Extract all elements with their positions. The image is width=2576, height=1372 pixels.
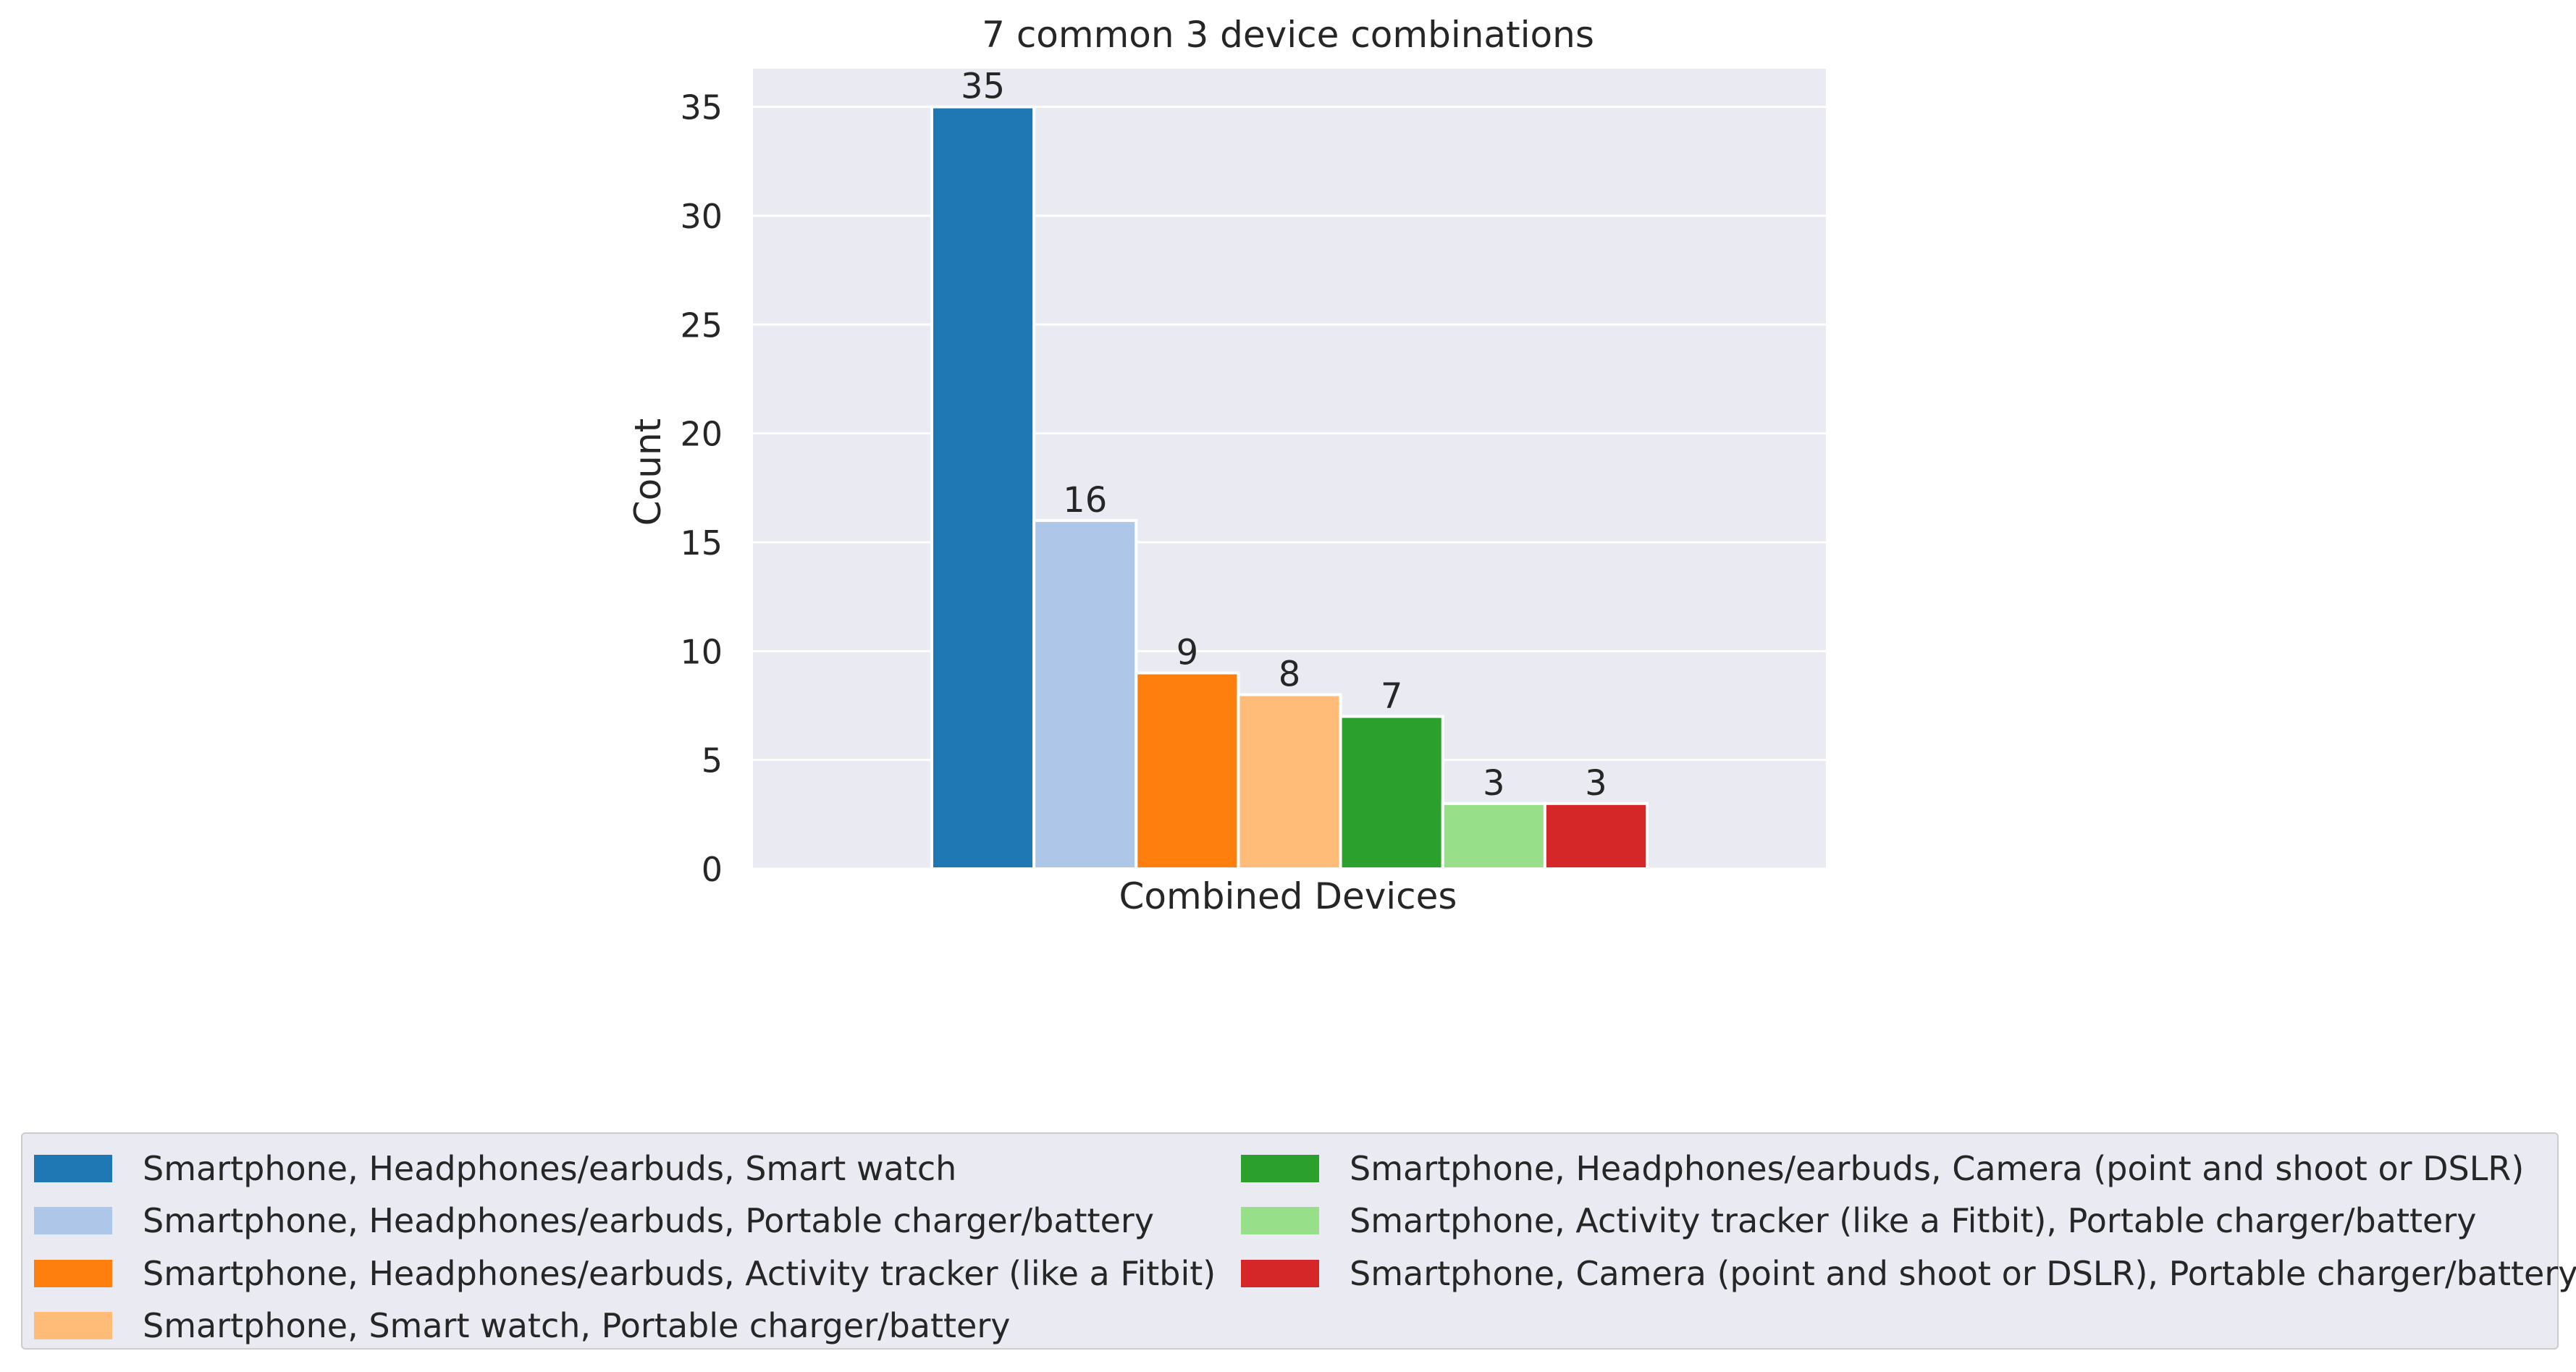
bar bbox=[1135, 671, 1240, 870]
y-tick-labels: 0 5 10 15 20 25 30 35 bbox=[680, 88, 723, 889]
legend-swatch bbox=[34, 1260, 112, 1287]
bar-value-labels: 35 16 9 8 7 3 3 bbox=[961, 67, 1607, 804]
legend-label: Smartphone, Headphones/earbuds, Portable… bbox=[143, 1201, 1155, 1240]
y-tick-label: 30 bbox=[680, 197, 723, 236]
legend-label: Smartphone, Headphones/earbuds, Camera (… bbox=[1350, 1149, 2525, 1188]
y-tick-label: 0 bbox=[702, 850, 723, 889]
chart-title: 7 common 3 device combinations bbox=[982, 14, 1594, 56]
legend-item: Smartphone, Headphones/earbuds, Portable… bbox=[34, 1199, 1154, 1242]
legend-label: Smartphone, Smart watch, Portable charge… bbox=[143, 1306, 1011, 1345]
legend-swatch bbox=[34, 1155, 112, 1182]
bar-value-label: 3 bbox=[1483, 763, 1505, 804]
bars bbox=[930, 105, 1649, 871]
bar bbox=[1543, 801, 1649, 870]
bar-value-label: 9 bbox=[1177, 632, 1199, 673]
bar bbox=[1032, 518, 1138, 870]
bar-value-label: 16 bbox=[1063, 480, 1107, 521]
legend-swatch bbox=[34, 1312, 112, 1339]
legend-swatch bbox=[34, 1207, 112, 1234]
legend-label: Smartphone, Headphones/earbuds, Activity… bbox=[143, 1254, 1216, 1293]
bar-value-label: 3 bbox=[1585, 763, 1607, 804]
legend-swatch bbox=[1241, 1260, 1319, 1287]
y-tick-label: 25 bbox=[680, 306, 723, 345]
legend-item: Smartphone, Activity tracker (like a Fit… bbox=[1241, 1199, 2476, 1242]
y-axis-label: Count bbox=[627, 418, 669, 526]
bar bbox=[1339, 715, 1444, 870]
bar bbox=[1441, 801, 1546, 870]
legend-item: Smartphone, Headphones/earbuds, Camera (… bbox=[1241, 1147, 2524, 1190]
bar-chart: 35 16 9 8 7 3 3 0 5 10 15 20 25 30 35 7 common 3 devi… bbox=[627, 14, 1826, 917]
legend-item: Smartphone, Camera (point and shoot or D… bbox=[1241, 1252, 2576, 1295]
bar bbox=[930, 105, 1036, 871]
legend-item: Smartphone, Headphones/earbuds, Activity… bbox=[34, 1252, 1216, 1295]
legend-item: Smartphone, Smart watch, Portable charge… bbox=[34, 1304, 1010, 1347]
x-axis-label: Combined Devices bbox=[1119, 875, 1457, 917]
bar-value-label: 7 bbox=[1381, 676, 1403, 717]
legend-label: Smartphone, Camera (point and shoot or D… bbox=[1350, 1254, 2576, 1293]
bar-value-label: 35 bbox=[961, 67, 1005, 107]
bar-value-label: 8 bbox=[1279, 654, 1301, 694]
y-tick-label: 35 bbox=[680, 88, 723, 127]
legend-label: Smartphone, Activity tracker (like a Fit… bbox=[1350, 1201, 2477, 1240]
y-tick-label: 5 bbox=[702, 741, 723, 780]
legend-swatch bbox=[1241, 1155, 1319, 1182]
legend-swatch bbox=[1241, 1207, 1319, 1234]
y-tick-label: 20 bbox=[680, 415, 723, 454]
y-tick-label: 10 bbox=[680, 632, 723, 671]
legend-label: Smartphone, Headphones/earbuds, Smart wa… bbox=[143, 1149, 957, 1188]
legend-item: Smartphone, Headphones/earbuds, Smart wa… bbox=[34, 1147, 956, 1190]
bar bbox=[1237, 693, 1342, 871]
legend: Smartphone, Headphones/earbuds, Smart wa… bbox=[21, 1132, 2576, 1350]
y-tick-label: 15 bbox=[680, 523, 723, 563]
